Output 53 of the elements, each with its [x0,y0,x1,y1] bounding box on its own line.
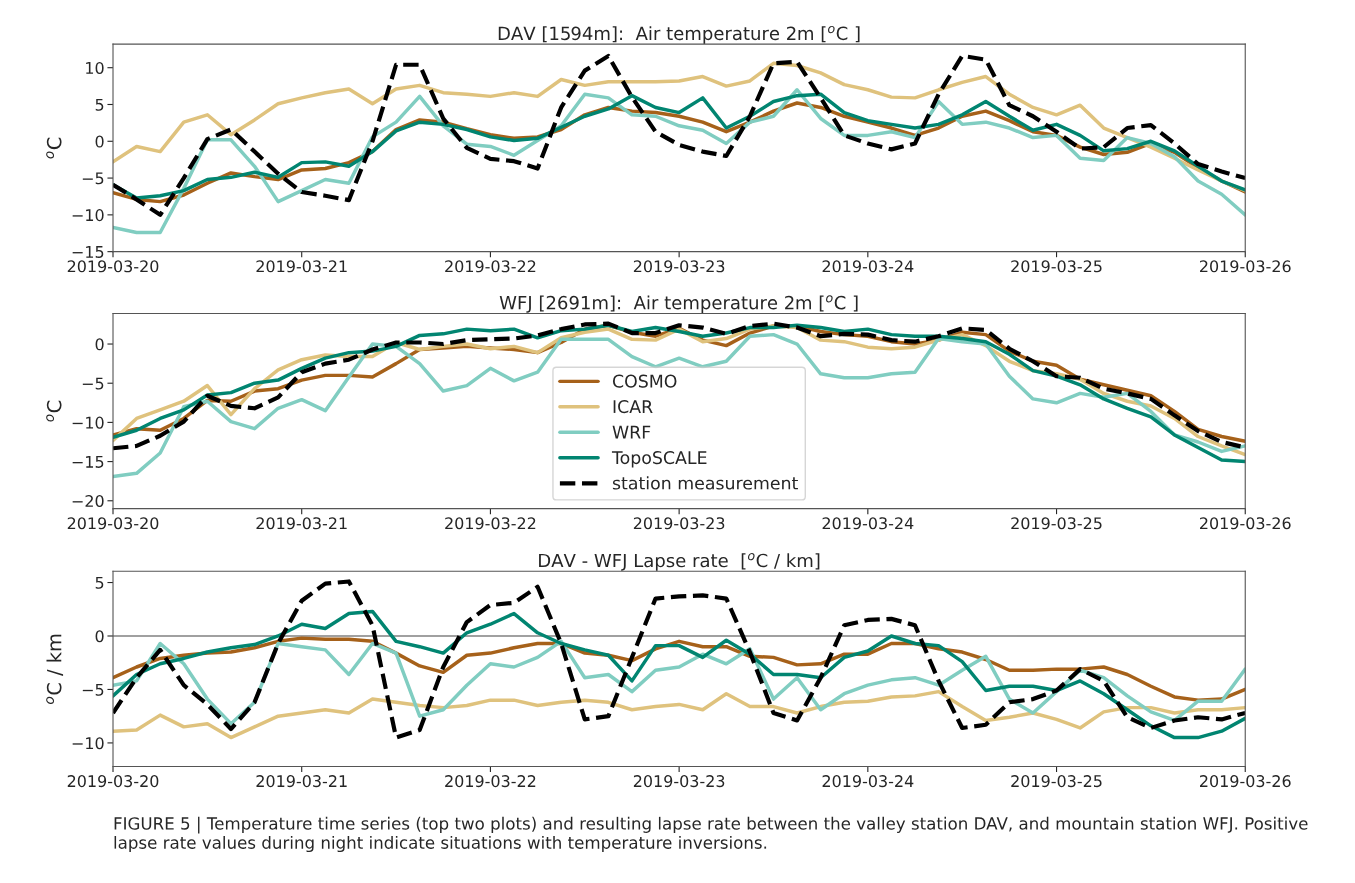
line-series [113,579,1246,740]
y-tick-label: −5 [82,172,104,185]
y-tick-label: −10 [72,209,104,222]
caption: FIGURE 5 | Temperature time series (top two plots) and resulting lapse rate between the valley station DAV, and mountain station WFJ. Positive lapse rate values during night indicate situations with temperature inversions. [114,816,1308,853]
chart-title: DAV - WFJ Lapse rate [$^{o}$C / km] [539,553,820,571]
y-tick-label: −10 [72,416,104,429]
y-tick-label: −15 [72,456,104,468]
chart-title: DAV [1594m]: Air temperature 2m [$^{o}$C ] [498,25,860,44]
y-tick-label: 5 [95,576,104,589]
x-tick-label: 2019-03-23 [633,260,725,273]
x-tick-label: 2019-03-20 [67,260,159,273]
line-series [113,689,1246,740]
y-tick-label: 0 [95,338,104,351]
x-tick-label: 2019-03-22 [445,775,536,788]
line-series [113,61,1246,193]
x-tick-label: 2019-03-25 [1011,517,1102,530]
y-tick-label: 0 [95,135,104,148]
legend-label: COSMO [612,374,677,388]
x-tick-label: 2019-03-26 [1200,260,1291,273]
x-tick-label: 2019-03-26 [1200,517,1291,530]
x-tick-label: 2019-03-22 [445,260,536,273]
x-tick-label: 2019-03-24 [822,775,914,788]
y-tick-label: −15 [72,246,104,258]
x-tick-label: 2019-03-21 [256,517,347,530]
x-tick-label: 2019-03-23 [633,517,725,530]
x-tick-label: 2019-03-23 [633,775,725,788]
y-tick-label: 5 [95,98,104,111]
x-tick-label: 2019-03-25 [1011,775,1102,788]
y-tick-label: −20 [72,494,104,508]
x-tick-label: 2019-03-26 [1200,775,1291,788]
x-tick-label: 2019-03-20 [67,775,159,788]
y-tick-label: −5 [82,683,104,696]
x-tick-label: 2019-03-24 [822,260,914,273]
legend-label: WRF [612,425,651,439]
y-tick-label: −10 [72,737,104,750]
legend-label: ICAR [613,400,653,414]
y-tick-label: 10 [86,61,104,74]
chart-title: WFJ [2691m]: Air temperature 2m [$^{o}$C ] [499,295,858,313]
y-axis-title: $^{o}$C [46,400,62,422]
line-series [113,53,1246,217]
y-axis-title: $^{o}$C / km [46,634,64,704]
x-tick-label: 2019-03-22 [445,517,536,530]
y-tick-label: −5 [82,377,104,390]
y-tick-label: 0 [95,630,104,643]
x-tick-label: 2019-03-24 [822,517,914,530]
x-tick-label: 2019-03-21 [256,775,347,788]
legend-label: TopoSCALE [611,451,707,468]
x-tick-label: 2019-03-25 [1011,260,1102,273]
x-tick-label: 2019-03-21 [256,260,347,273]
y-axis-title: $^{o}$C [46,137,62,159]
legend-label: station measurement [612,476,798,490]
x-tick-label: 2019-03-20 [67,517,159,530]
line-series [113,609,1246,740]
